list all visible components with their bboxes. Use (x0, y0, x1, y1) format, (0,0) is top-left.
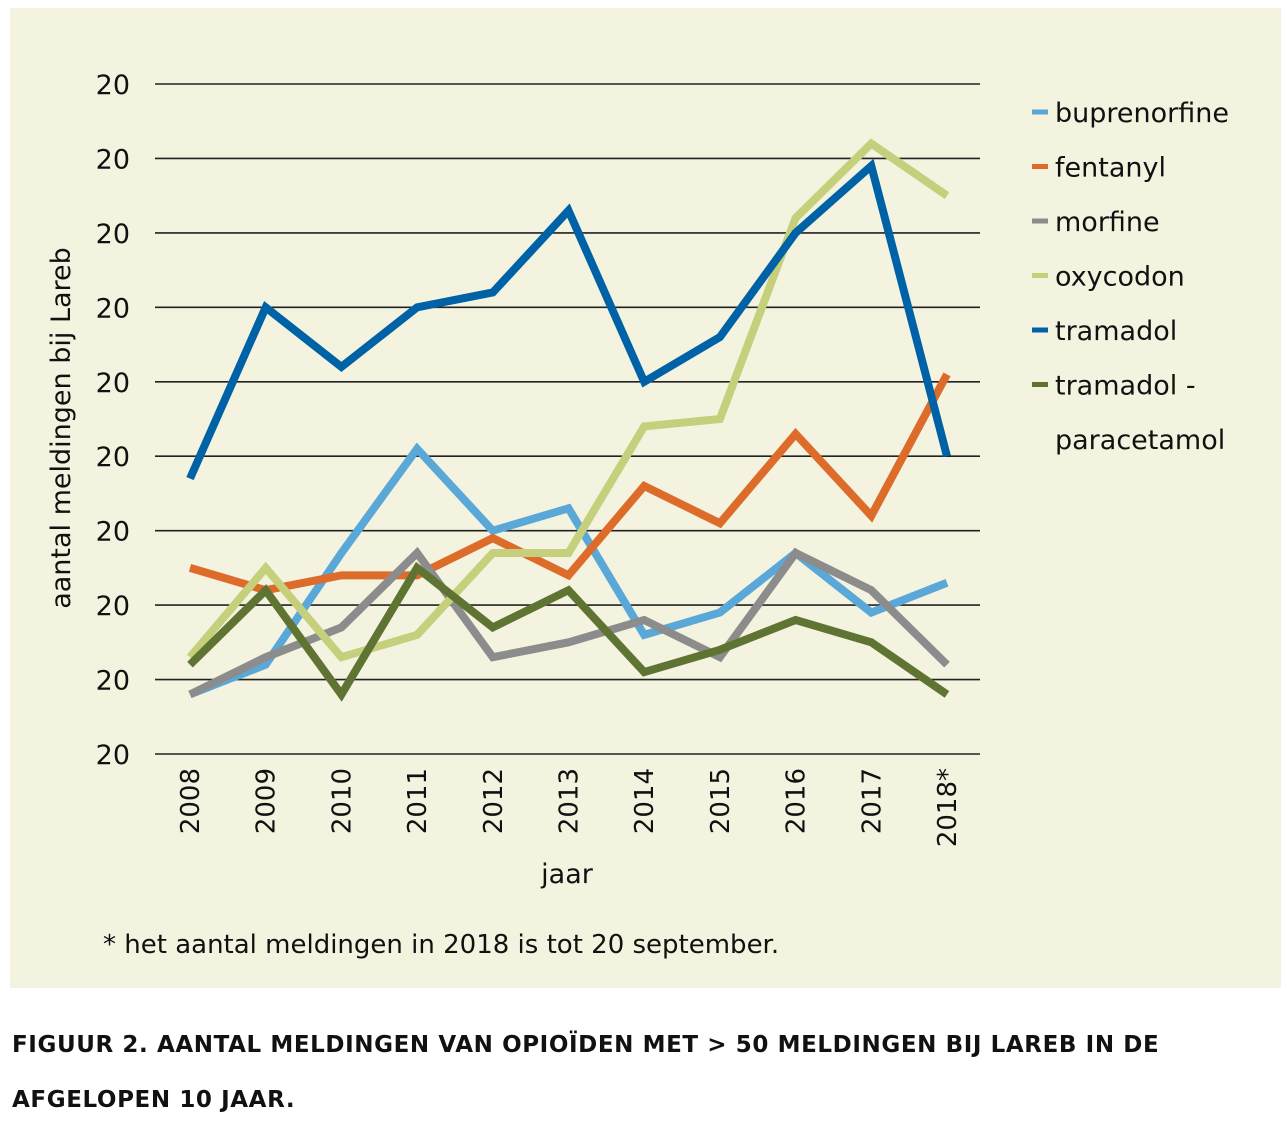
series-line (186, 158, 951, 481)
series-line (186, 138, 950, 662)
series-line (188, 546, 950, 699)
y-tick-label: 20 (96, 70, 130, 101)
y-tick-label: 20 (96, 442, 130, 473)
x-tick-label: 2010 (327, 768, 357, 834)
x-tick-label: 2015 (706, 768, 736, 834)
y-tick-label: 20 (96, 740, 130, 771)
x-tick-label: 2016 (782, 768, 812, 834)
line-chart: 20 20 20 20 20 20 20 20 20 20 2008 2009 2010 2011 2012… (46, 70, 1229, 890)
legend-label: morfine (1055, 207, 1160, 238)
y-axis-label: aantal meldingen bij Lareb (46, 247, 77, 609)
figure-caption: FIGUUR 2. AANTAL MELDINGEN VAN OPIOÏDEN … (12, 1032, 1160, 1113)
x-tick-label: 2013 (555, 768, 585, 834)
legend-label: paracetamol (1055, 425, 1225, 456)
x-tick-label: 2011 (403, 768, 433, 834)
y-tick-label: 20 (96, 517, 130, 548)
y-tick-label: 20 (96, 368, 130, 399)
x-tick-label: 2018* (933, 768, 963, 847)
chart-panel: 20 20 20 20 20 20 20 20 20 20 2008 2009 2010 2011 2012… (10, 8, 1281, 988)
series-line (188, 442, 949, 699)
legend-label: tramadol - (1055, 371, 1196, 402)
x-tick-label: 2008 (176, 768, 206, 834)
legend-label: fentanyl (1055, 153, 1166, 184)
legend-label: tramadol (1055, 316, 1177, 347)
x-axis-label: jaar (540, 859, 594, 890)
footnote: * het aantal meldingen in 2018 is tot 20… (103, 930, 780, 960)
y-tick-label: 20 (96, 293, 130, 324)
series-line (188, 372, 951, 595)
series-line (187, 561, 950, 702)
x-tick-label: 2017 (857, 768, 887, 834)
legend-label: oxycodon (1055, 262, 1185, 293)
y-tick-label: 20 (96, 591, 130, 622)
y-tick-label: 20 (96, 666, 130, 697)
x-tick-label: 2014 (630, 768, 660, 834)
x-tick-label: 2009 (252, 768, 282, 834)
y-tick-label: 20 (96, 219, 130, 250)
legend-label: buprenorfine (1055, 98, 1229, 129)
x-tick-label: 2012 (479, 768, 509, 834)
y-tick-label: 20 (96, 144, 130, 175)
